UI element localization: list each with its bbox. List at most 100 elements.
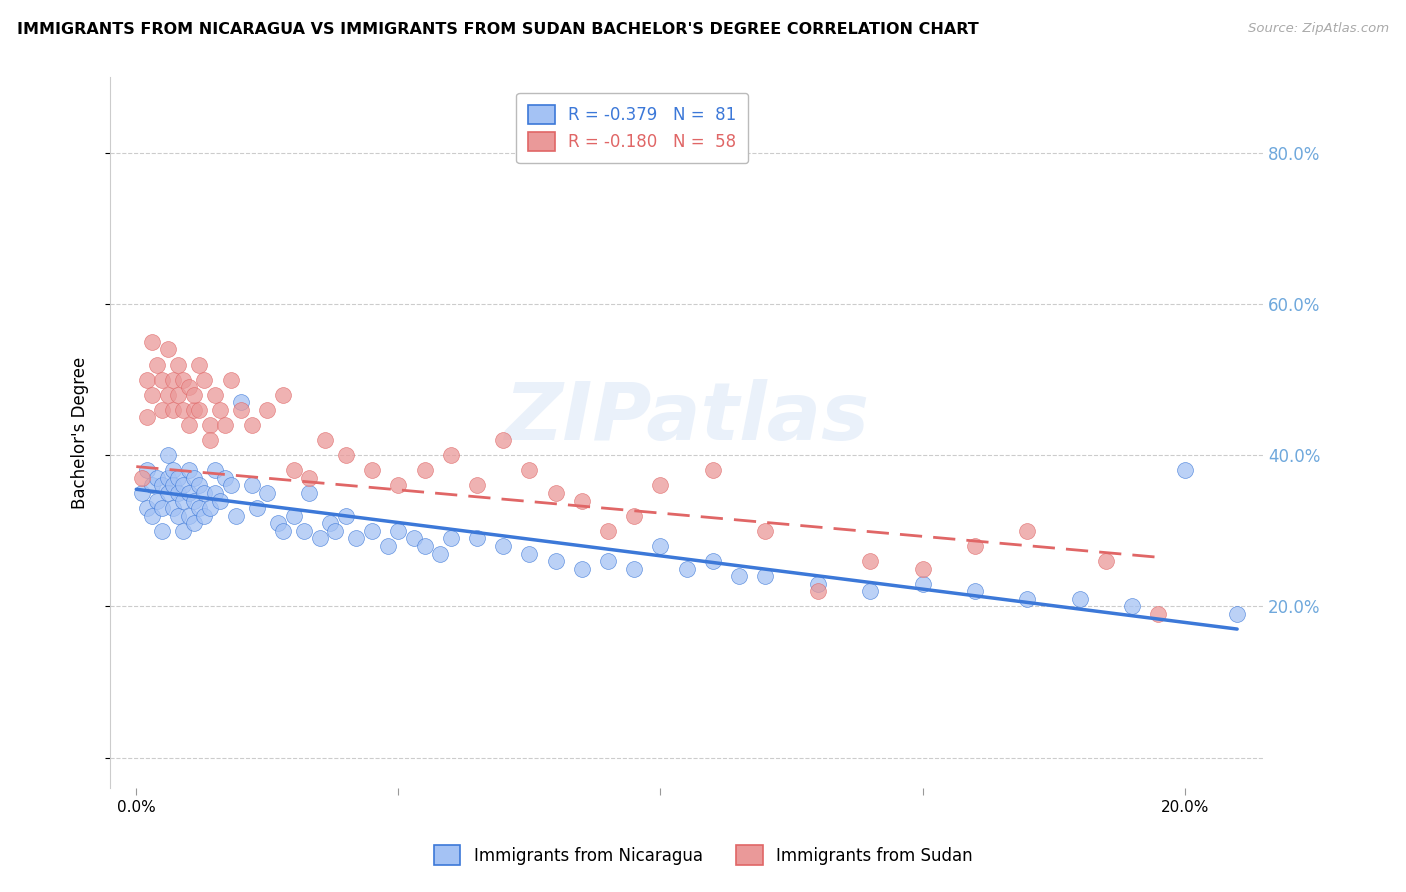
Point bbox=[204, 388, 226, 402]
Point bbox=[229, 395, 252, 409]
Point bbox=[172, 524, 194, 538]
Point bbox=[162, 501, 184, 516]
Point bbox=[162, 373, 184, 387]
Point bbox=[413, 463, 436, 477]
Text: Source: ZipAtlas.com: Source: ZipAtlas.com bbox=[1249, 22, 1389, 36]
Point bbox=[413, 539, 436, 553]
Point bbox=[240, 478, 263, 492]
Point bbox=[146, 471, 169, 485]
Point bbox=[146, 358, 169, 372]
Point bbox=[292, 524, 315, 538]
Point bbox=[298, 471, 321, 485]
Point bbox=[519, 547, 541, 561]
Point bbox=[335, 448, 357, 462]
Point bbox=[544, 554, 567, 568]
Point bbox=[256, 403, 278, 417]
Point bbox=[152, 501, 174, 516]
Point bbox=[183, 471, 205, 485]
Point bbox=[177, 418, 200, 433]
Point bbox=[177, 486, 200, 500]
Point bbox=[167, 486, 190, 500]
Point bbox=[650, 478, 672, 492]
Point bbox=[214, 471, 236, 485]
Point bbox=[135, 463, 157, 477]
Point bbox=[754, 524, 776, 538]
Legend: R = -0.379   N =  81, R = -0.180   N =  58: R = -0.379 N = 81, R = -0.180 N = 58 bbox=[516, 93, 748, 163]
Point bbox=[754, 569, 776, 583]
Point bbox=[188, 403, 211, 417]
Point bbox=[361, 524, 384, 538]
Point bbox=[650, 539, 672, 553]
Point bbox=[209, 403, 232, 417]
Point bbox=[1017, 524, 1039, 538]
Point bbox=[152, 403, 174, 417]
Point bbox=[859, 584, 882, 599]
Point bbox=[183, 516, 205, 531]
Point bbox=[240, 418, 263, 433]
Point bbox=[225, 508, 247, 523]
Point bbox=[298, 486, 321, 500]
Point bbox=[325, 524, 347, 538]
Point bbox=[319, 516, 342, 531]
Point bbox=[1121, 599, 1143, 614]
Point bbox=[963, 539, 986, 553]
Point bbox=[198, 433, 221, 447]
Point bbox=[361, 463, 384, 477]
Point bbox=[675, 561, 697, 575]
Point bbox=[623, 561, 645, 575]
Point bbox=[183, 493, 205, 508]
Point bbox=[131, 471, 153, 485]
Point bbox=[807, 576, 830, 591]
Point bbox=[198, 418, 221, 433]
Point bbox=[308, 532, 330, 546]
Point bbox=[219, 373, 242, 387]
Point bbox=[465, 532, 488, 546]
Point bbox=[271, 524, 294, 538]
Point bbox=[465, 478, 488, 492]
Point bbox=[141, 388, 163, 402]
Point bbox=[156, 343, 179, 357]
Point bbox=[193, 373, 215, 387]
Point bbox=[172, 493, 194, 508]
Point bbox=[387, 478, 409, 492]
Point bbox=[167, 388, 190, 402]
Point bbox=[596, 554, 619, 568]
Point bbox=[172, 373, 194, 387]
Point bbox=[188, 478, 211, 492]
Point bbox=[172, 403, 194, 417]
Point bbox=[335, 508, 357, 523]
Point bbox=[183, 388, 205, 402]
Point bbox=[246, 501, 269, 516]
Point bbox=[177, 380, 200, 394]
Point bbox=[271, 388, 294, 402]
Point bbox=[219, 478, 242, 492]
Point bbox=[1095, 554, 1118, 568]
Point bbox=[152, 478, 174, 492]
Point bbox=[152, 373, 174, 387]
Point bbox=[596, 524, 619, 538]
Point bbox=[214, 418, 236, 433]
Point bbox=[807, 584, 830, 599]
Point bbox=[492, 433, 515, 447]
Point bbox=[204, 486, 226, 500]
Point bbox=[198, 501, 221, 516]
Point bbox=[702, 463, 724, 477]
Point bbox=[156, 388, 179, 402]
Point bbox=[256, 486, 278, 500]
Point bbox=[346, 532, 368, 546]
Point bbox=[209, 493, 232, 508]
Point bbox=[141, 478, 163, 492]
Point bbox=[377, 539, 399, 553]
Point bbox=[156, 486, 179, 500]
Point bbox=[440, 532, 463, 546]
Point bbox=[167, 471, 190, 485]
Point bbox=[623, 508, 645, 523]
Point bbox=[1069, 591, 1091, 606]
Point bbox=[177, 463, 200, 477]
Point bbox=[544, 486, 567, 500]
Point bbox=[911, 576, 934, 591]
Point bbox=[1174, 463, 1197, 477]
Point bbox=[193, 508, 215, 523]
Point bbox=[135, 410, 157, 425]
Point bbox=[283, 508, 305, 523]
